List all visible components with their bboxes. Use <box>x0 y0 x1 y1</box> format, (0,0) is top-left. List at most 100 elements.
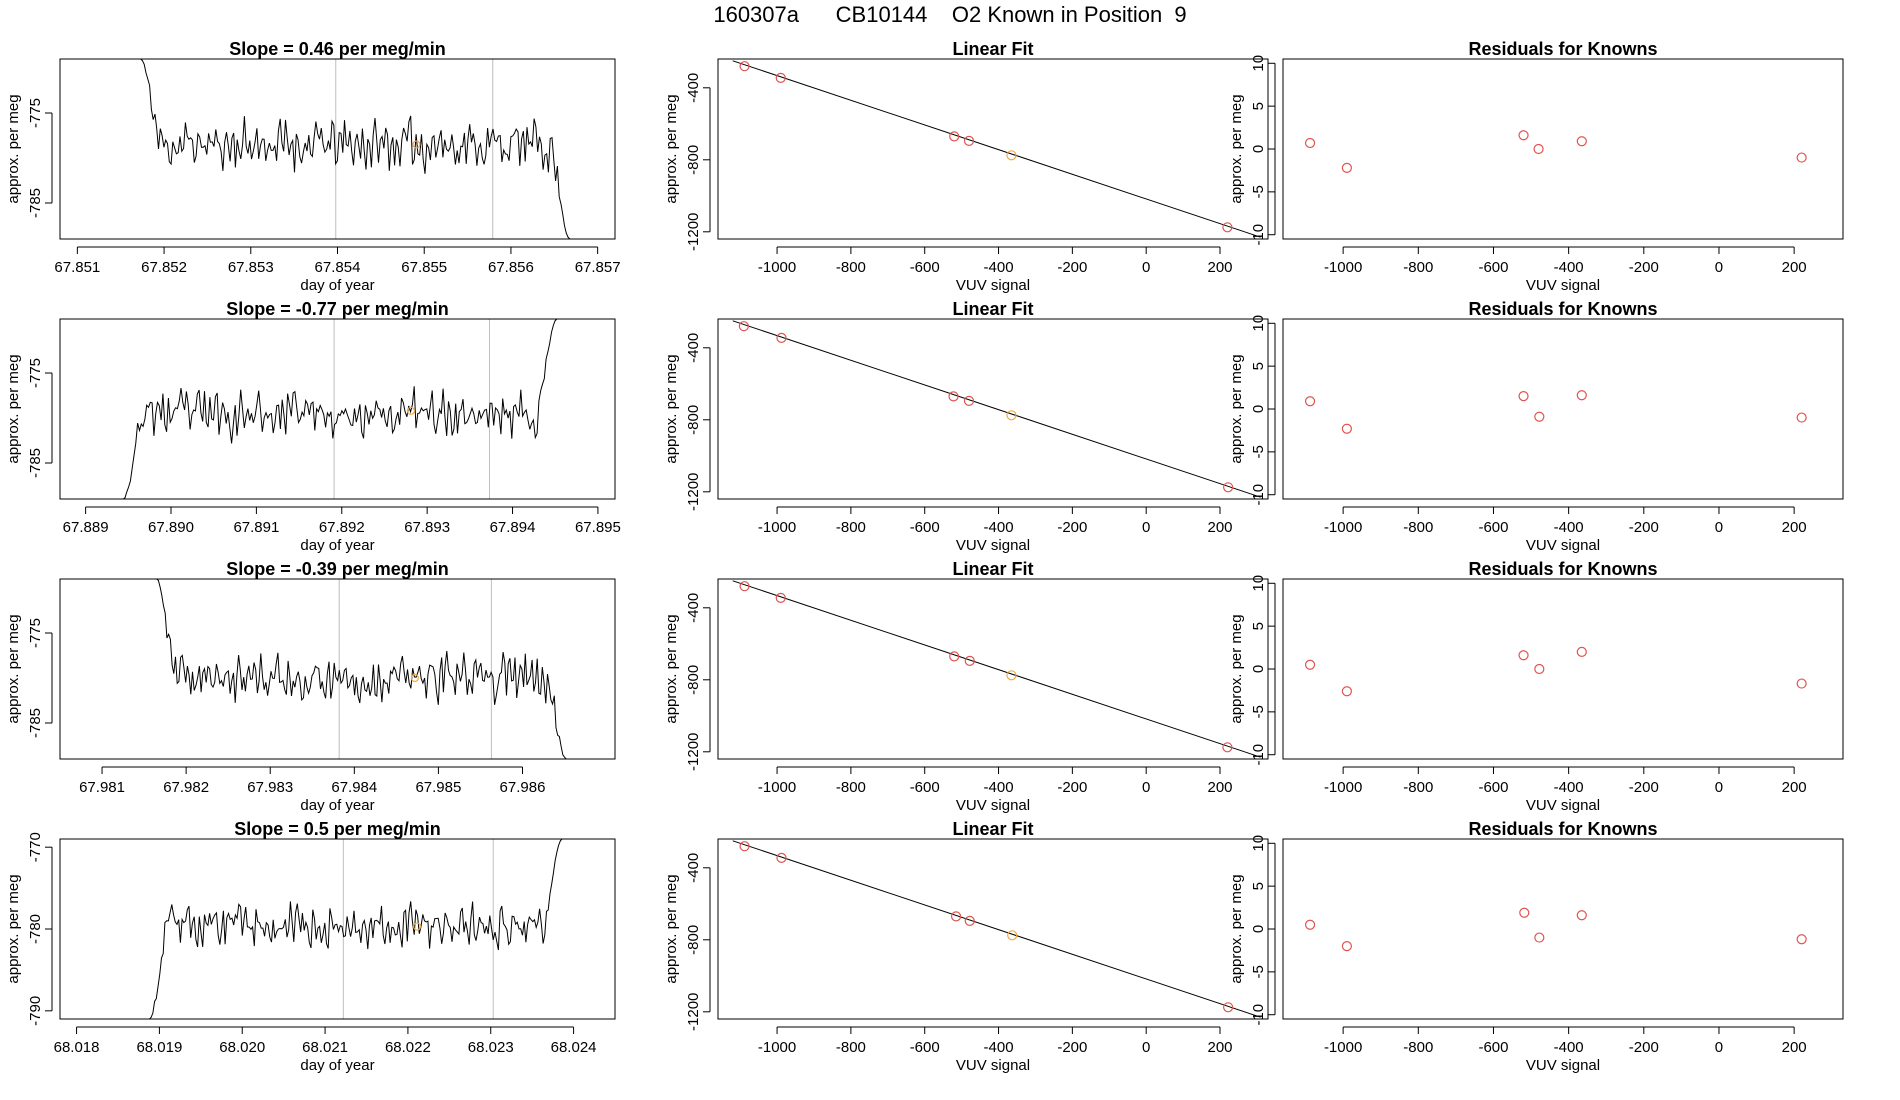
known-point <box>949 651 960 662</box>
known-point <box>964 655 975 667</box>
x-tick-label: -200 <box>1057 1039 1087 1056</box>
y-tick-label: -775 <box>27 98 44 128</box>
x-tick-label: -400 <box>1554 259 1584 276</box>
x-tick-label: -600 <box>910 779 940 796</box>
known-point <box>1518 391 1529 402</box>
x-tick-label: 68.022 <box>385 1039 431 1056</box>
x-tick-label: -1000 <box>758 1039 796 1056</box>
y-tick-label: -10 <box>1250 484 1267 506</box>
y-tick-label: -5 <box>1250 705 1267 718</box>
x-tick-label: 67.857 <box>575 259 621 276</box>
y-axis-label: approx. per meg <box>5 94 22 203</box>
y-tick-label: -400 <box>685 853 702 883</box>
chart-panel: Linear Fit -1000 -800 -600 -400 -200 0 200 VUV s… <box>663 819 1269 1074</box>
known-point <box>1341 423 1352 434</box>
y-tick-label: 0 <box>1250 925 1267 933</box>
x-tick-label: -800 <box>1403 259 1433 276</box>
known-point <box>1576 910 1587 921</box>
x-axis-label: day of year <box>300 537 374 554</box>
data-line <box>149 839 563 1019</box>
x-tick-label: -800 <box>836 259 866 276</box>
x-tick-label: 67.851 <box>54 259 100 276</box>
x-tick-label: -400 <box>1554 1039 1584 1056</box>
known-point <box>1576 136 1587 147</box>
plot-area <box>1304 390 1807 434</box>
known-point <box>950 911 962 922</box>
y-tick-label: -5 <box>1250 185 1267 198</box>
plot-frame <box>59 318 616 500</box>
y-axis-label: approx. per meg <box>1228 94 1245 203</box>
x-tick-label: -200 <box>1057 779 1087 796</box>
panel-title: Residuals for Knowns <box>1468 559 1657 579</box>
sample-point <box>1007 930 1018 941</box>
x-tick-label: -600 <box>1478 779 1508 796</box>
known-point <box>1223 482 1234 493</box>
known-point <box>1534 663 1545 675</box>
y-tick-label: 10 <box>1250 575 1267 592</box>
x-tick-label: 68.020 <box>219 1039 265 1056</box>
sample-marker <box>410 673 419 683</box>
x-tick-label: -800 <box>836 779 866 796</box>
y-tick-label: -10 <box>1250 744 1267 766</box>
chart-panel: Linear Fit -1000 -800 -600 -400 -200 0 200 VUV s… <box>663 39 1269 294</box>
known-point <box>963 135 975 146</box>
y-tick-label: -800 <box>685 145 702 175</box>
x-axis-label: day of year <box>300 797 374 814</box>
known-point <box>739 841 750 852</box>
x-tick-label: 0 <box>1715 519 1723 536</box>
x-tick-label: 0 <box>1715 779 1723 796</box>
x-tick-label: 67.893 <box>404 519 450 536</box>
y-axis-label: approx. per meg <box>1228 354 1245 463</box>
x-tick-label: -400 <box>1554 779 1584 796</box>
plot-frame <box>1282 318 1844 500</box>
known-point <box>1304 659 1316 670</box>
known-point <box>775 592 786 604</box>
x-tick-label: -800 <box>1403 519 1433 536</box>
x-tick-label: -800 <box>836 1039 866 1056</box>
x-tick-label: -600 <box>1478 259 1508 276</box>
sample-point <box>1006 410 1017 421</box>
known-point <box>963 395 975 406</box>
sample-marker <box>412 140 421 149</box>
x-tick-label: 67.855 <box>401 259 447 276</box>
x-tick-label: 67.856 <box>488 259 534 276</box>
plot-area <box>1304 646 1807 697</box>
data-line <box>140 59 571 239</box>
chart-panel: Residuals for Knowns-1000 -800 -600 -400 -20… <box>1228 819 1844 1074</box>
y-tick-label: -785 <box>27 448 44 478</box>
chart-panel: Residuals for Knowns-1000 -800 -600 -400 -20… <box>1228 559 1844 814</box>
x-tick-label: 68.021 <box>302 1039 348 1056</box>
x-tick-label: 200 <box>1782 519 1807 536</box>
x-tick-label: 67.890 <box>148 519 194 536</box>
panel-title: Slope = 0.46 per meg/min <box>229 39 446 59</box>
x-tick-label: 67.895 <box>575 519 621 536</box>
y-tick-label: -5 <box>1250 965 1267 978</box>
plot-frame <box>1282 838 1844 1020</box>
y-tick-label: -1200 <box>685 473 702 511</box>
x-tick-label: 67.985 <box>415 779 461 796</box>
y-axis-label: approx. per meg <box>5 354 22 463</box>
known-point <box>949 131 960 142</box>
known-point <box>1576 390 1587 401</box>
known-point <box>1796 412 1807 423</box>
x-tick-label: -1000 <box>1324 519 1362 536</box>
y-tick-label: -400 <box>685 593 702 623</box>
panel-title: Linear Fit <box>952 39 1033 59</box>
fit-line <box>732 840 1261 1018</box>
y-tick-label: 10 <box>1250 315 1267 332</box>
chart-panel: Slope = -0.39 per meg/min 67.981 67.982 67.… <box>5 559 616 814</box>
panel-title: Slope = -0.77 per meg/min <box>226 299 449 319</box>
x-axis-label: VUV signal <box>1526 277 1600 294</box>
plot-area <box>732 60 1261 238</box>
plot-area <box>732 840 1261 1018</box>
panel-title: Linear Fit <box>952 299 1033 319</box>
x-tick-label: 200 <box>1782 259 1807 276</box>
x-tick-label: -600 <box>910 259 940 276</box>
plot-area <box>1304 130 1807 173</box>
known-point <box>776 332 787 343</box>
panel-title: Residuals for Knowns <box>1468 299 1657 319</box>
x-tick-label: -400 <box>1554 519 1584 536</box>
x-tick-label: -1000 <box>758 519 796 536</box>
x-tick-label: -600 <box>910 519 940 536</box>
x-tick-label: -400 <box>984 519 1014 536</box>
